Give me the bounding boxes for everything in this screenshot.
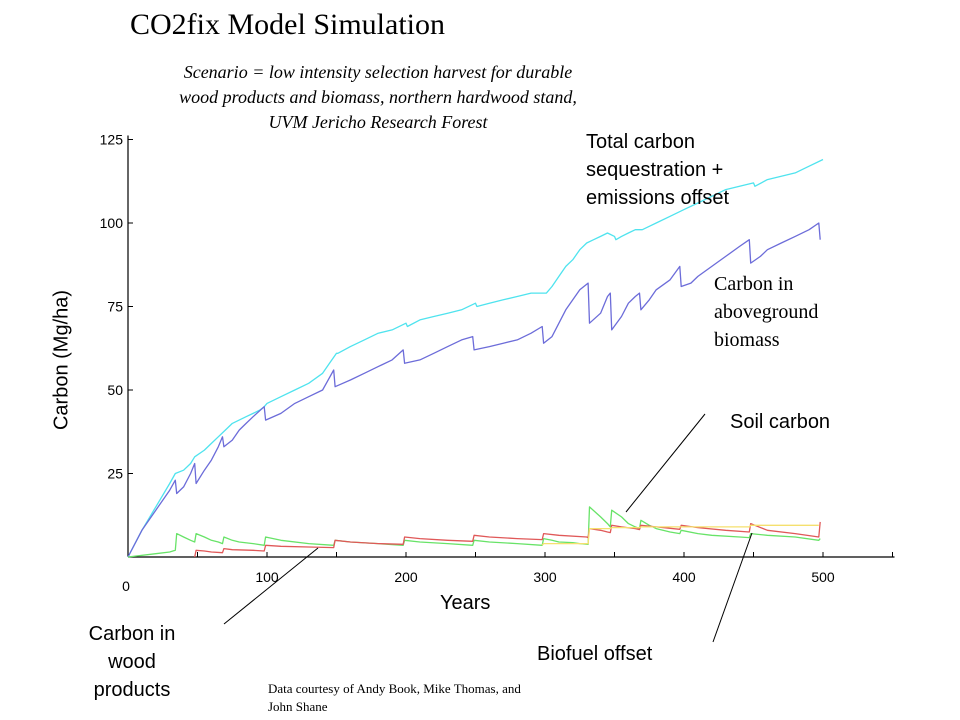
x-tick-label: 0 — [122, 578, 130, 594]
annotation-aboveground-biomass: Carbon in aboveground biomass — [714, 270, 818, 354]
credit-line-2: John Shane — [268, 699, 328, 714]
annotation-wood-line-2: wood — [108, 651, 156, 673]
subtitle-line-2: wood products and biomass, northern hard… — [179, 87, 577, 107]
y-tick-label: 50 — [107, 382, 123, 398]
y-tick-label: 25 — [107, 466, 123, 482]
x-tick-label: 400 — [672, 569, 696, 585]
y-tick-label: 125 — [100, 132, 124, 148]
annotation-soil-carbon: Soil carbon — [730, 411, 831, 433]
data-credit: Data courtesy of Andy Book, Mike Thomas,… — [268, 680, 598, 716]
annotation-wood-line-3: products — [93, 679, 171, 701]
x-tick-label: 100 — [255, 569, 279, 585]
chart-title: CO2fix Model Simulation — [130, 8, 445, 41]
x-tick-label: 500 — [811, 569, 835, 585]
series-line-soil — [127, 506, 821, 558]
series-line-wood — [194, 521, 821, 558]
subtitle-line-1: Scenario = low intensity selection harve… — [183, 62, 573, 82]
series-line-aboveground — [127, 222, 821, 558]
y-tick-label: 100 — [100, 215, 124, 231]
y-axis-label: Carbon (Mg/ha) — [50, 289, 73, 431]
leader-line-soil-carbon — [625, 413, 706, 513]
annotation-wood-line-1: Carbon in — [88, 623, 176, 645]
leader-line-wood-products — [223, 547, 319, 625]
annotation-wood-products: Carbon in wood products — [70, 620, 194, 704]
series-line-total — [127, 158, 824, 558]
annotation-total-line-2: sequestration + — [586, 159, 724, 181]
y-tick-label: 75 — [107, 299, 123, 315]
annotation-above-line-2: aboveground — [714, 301, 819, 323]
annotation-above-line-3: biomass — [714, 329, 780, 351]
leader-line-biofuel-offset — [712, 532, 753, 643]
chart-subtitle: Scenario = low intensity selection harve… — [128, 60, 628, 135]
x-tick-label: 300 — [533, 569, 557, 585]
series-line-biofuel — [541, 524, 819, 546]
annotation-above-line-1: Carbon in — [714, 273, 794, 295]
annotation-total-carbon: Total carbon sequestration + emissions o… — [586, 128, 729, 212]
annotation-total-line-1: Total carbon — [586, 131, 695, 153]
x-tick-label: 200 — [394, 569, 418, 585]
annotation-biofuel-offset: Biofuel offset — [537, 643, 653, 665]
credit-line-1: Data courtesy of Andy Book, Mike Thomas,… — [268, 681, 521, 696]
x-axis-label: Years — [440, 592, 491, 614]
subtitle-line-3: UVM Jericho Research Forest — [268, 112, 488, 132]
annotation-total-line-3: emissions offset — [586, 187, 730, 209]
